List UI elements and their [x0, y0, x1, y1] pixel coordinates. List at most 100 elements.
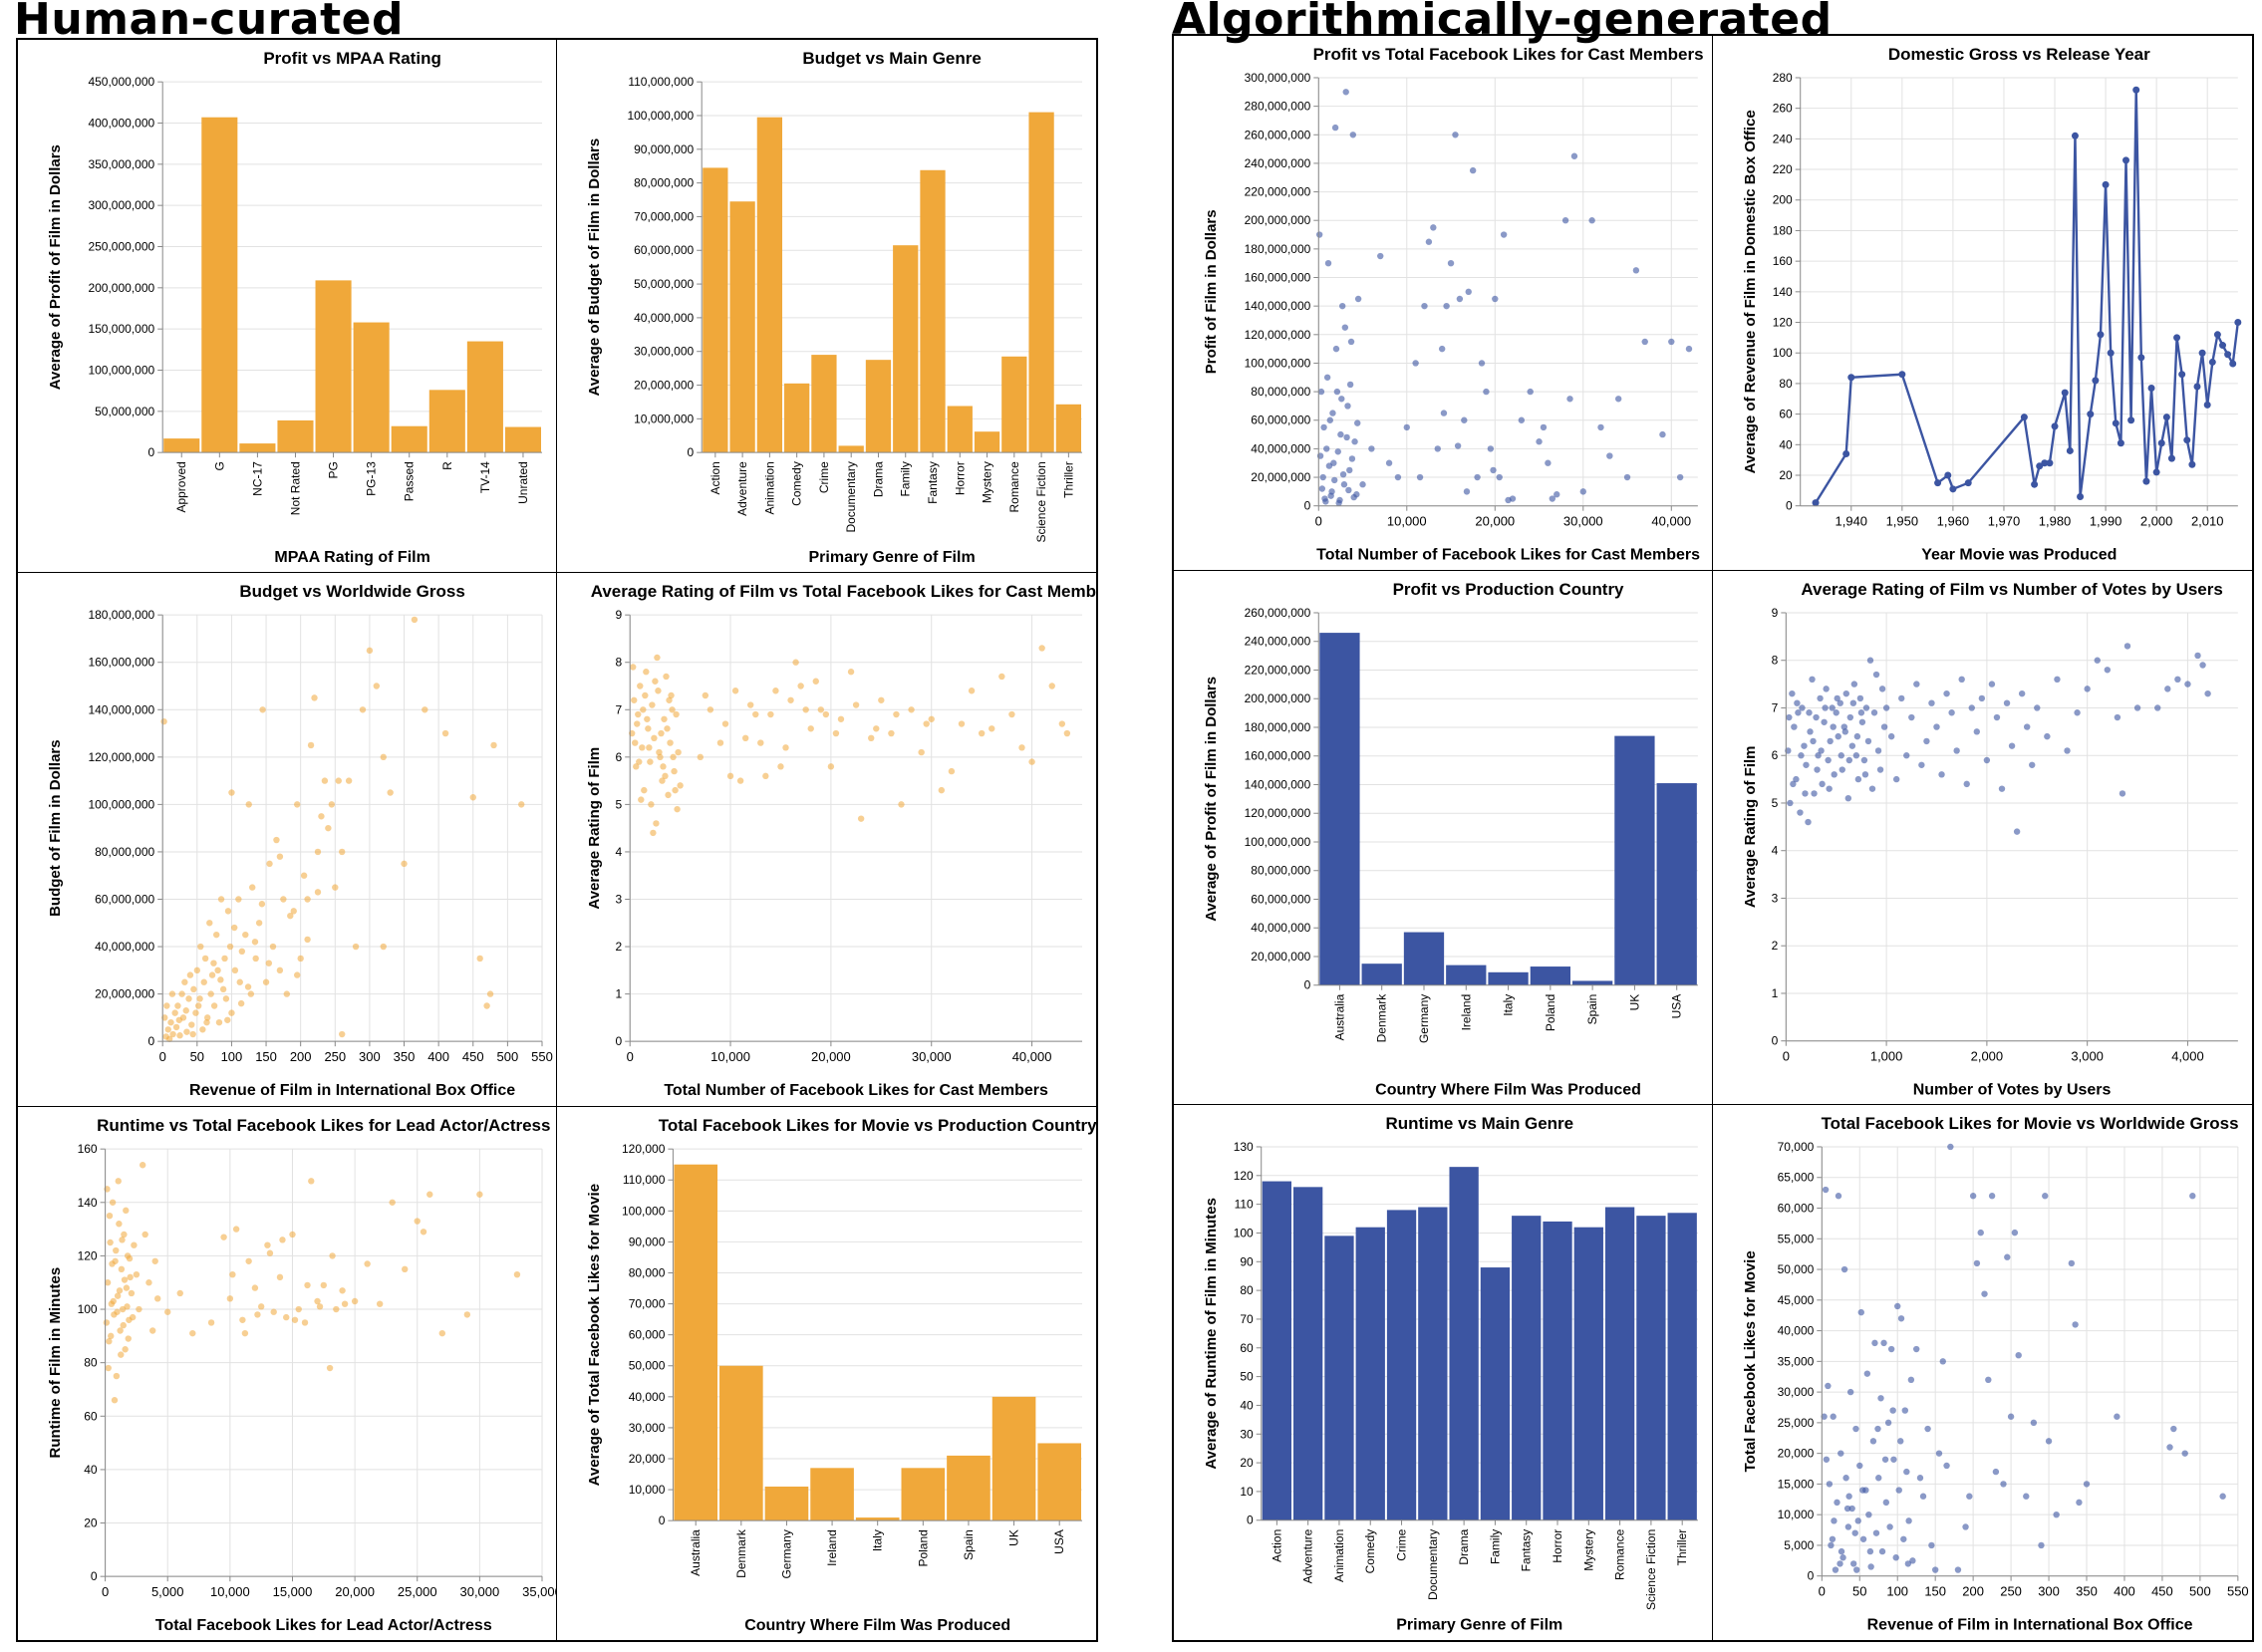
chart-svg: Profit vs MPAA Rating 0 50,000,000 100,000,…: [47, 49, 542, 566]
point: [1962, 1523, 1969, 1531]
point: [224, 1016, 231, 1024]
y-tick-label: 60: [84, 1409, 98, 1423]
y-tick-label: 0: [1247, 1514, 1254, 1527]
point: [777, 763, 784, 770]
y-tick-label: 180,000,000: [88, 608, 154, 622]
x-tick-label: 0: [627, 1049, 634, 1064]
point: [2087, 411, 2095, 418]
point: [1339, 470, 1347, 478]
point: [1349, 132, 1356, 138]
point: [1878, 685, 1886, 692]
point: [1865, 1512, 1872, 1518]
point: [1478, 360, 1486, 367]
point: [1490, 466, 1497, 474]
point: [1897, 1315, 1905, 1322]
point: [1463, 488, 1471, 495]
y-tick-label: 70: [1240, 1312, 1254, 1326]
point: [2054, 676, 2061, 683]
point: [110, 1297, 117, 1304]
chart-rating-vs-cast-likes: Average Rating of Film vs Total Facebook…: [557, 573, 1096, 1107]
point: [1848, 1506, 1855, 1513]
point: [797, 683, 804, 690]
bars: [674, 1164, 1081, 1520]
point: [339, 1286, 346, 1294]
x-tick-label: Documentary: [1426, 1529, 1440, 1600]
y-tick-label: 140: [1773, 285, 1793, 299]
point: [195, 1002, 202, 1010]
point: [2203, 401, 2211, 409]
point: [2036, 462, 2044, 470]
point: [213, 932, 220, 939]
point: [486, 990, 494, 998]
point: [226, 1294, 234, 1302]
point: [1844, 1523, 1852, 1531]
y-tick-label: 100,000,000: [1245, 835, 1311, 849]
y-tick-label: 70,000: [1778, 1140, 1815, 1154]
point: [294, 971, 301, 979]
y-tick-label: 90: [1240, 1255, 1254, 1269]
point: [1853, 1566, 1860, 1574]
point: [283, 990, 291, 998]
point: [1676, 473, 1684, 481]
point: [1790, 780, 1797, 787]
point: [1933, 723, 1940, 730]
point: [326, 1364, 334, 1371]
point: [245, 801, 252, 808]
point: [1985, 1376, 1992, 1384]
point: [206, 920, 213, 927]
point: [707, 706, 714, 713]
point: [402, 1265, 409, 1272]
point: [677, 782, 684, 789]
point: [2102, 180, 2110, 188]
bar: [201, 117, 238, 453]
x-tick-label: Italy: [871, 1529, 885, 1551]
point: [231, 966, 239, 974]
y-axis: 0 20 40 60 80 100 120 140 160: [78, 1142, 542, 1583]
point: [1864, 737, 1872, 744]
point: [341, 1300, 349, 1307]
x-tick-label: 150: [1924, 1584, 1946, 1599]
point: [652, 678, 659, 686]
bar: [703, 167, 728, 453]
point: [1829, 1535, 1837, 1543]
point: [289, 1231, 296, 1238]
y-tick-label: 0: [1304, 499, 1311, 513]
point: [2127, 416, 2135, 424]
y-tick-label: 160,000,000: [1245, 748, 1311, 762]
point: [1434, 445, 1441, 452]
point: [649, 701, 656, 709]
point: [380, 944, 387, 951]
bar: [1480, 1267, 1511, 1521]
point: [1394, 473, 1402, 481]
point: [145, 1278, 152, 1286]
point: [2234, 319, 2242, 327]
y-axis-label: Average of Budget of Film in Dollars: [586, 138, 603, 397]
point: [812, 678, 819, 686]
y-tick-label: 6: [616, 750, 623, 764]
point: [640, 706, 647, 713]
y-tick-label: 40,000,000: [634, 311, 694, 325]
y-tick-label: 140,000,000: [1245, 777, 1311, 791]
point: [1685, 345, 1693, 353]
point: [175, 1016, 183, 1024]
point: [822, 711, 830, 718]
point: [898, 801, 905, 808]
y-axis: 0 20,000,000 40,000,000 60,000,000 80,000,00…: [1245, 71, 1698, 513]
point: [658, 730, 665, 737]
bar: [719, 1365, 763, 1520]
point: [136, 1305, 142, 1312]
point: [217, 976, 224, 983]
chart-svg: Domestic Gross vs Release Year 0 20 40 60 80 1…: [1742, 45, 2242, 564]
y-tick-label: 60,000: [1778, 1202, 1815, 1216]
x-tick-label: Italy: [1502, 993, 1516, 1015]
point: [1465, 288, 1472, 296]
point: [1968, 703, 1975, 711]
point: [1789, 689, 1796, 697]
x-tick-label: Mystery: [981, 461, 994, 503]
point: [106, 1337, 113, 1345]
point: [2031, 480, 2039, 488]
x-tick-label: G: [212, 461, 226, 470]
point: [1430, 224, 1437, 231]
chart-svg: Total Facebook Likes for Movie vs Produc…: [586, 1116, 1096, 1634]
bar: [674, 1164, 718, 1520]
